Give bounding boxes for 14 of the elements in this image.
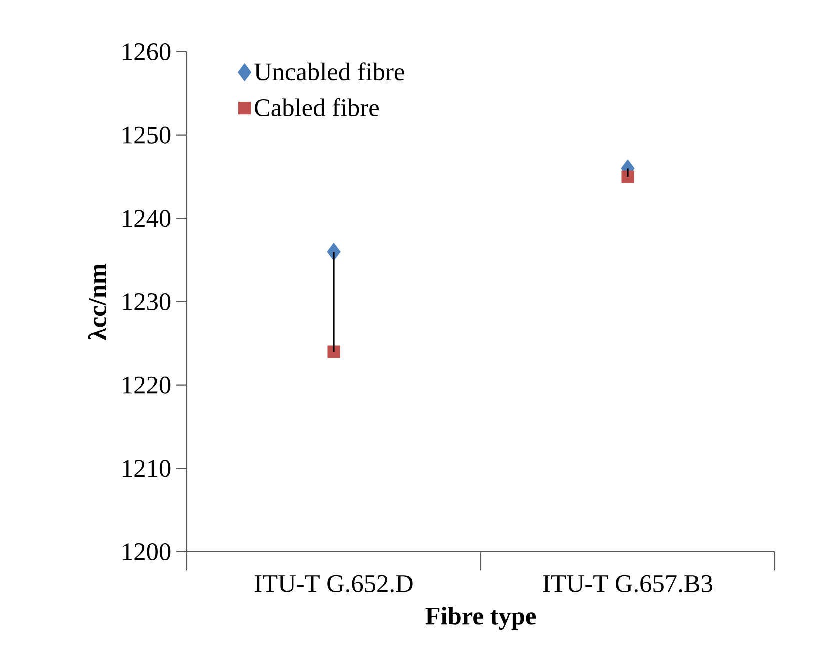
x-axis-title: Fibre type bbox=[426, 607, 536, 630]
y-axis-title: λcc/nm bbox=[88, 264, 106, 340]
y-tick-label: 1260 bbox=[123, 43, 171, 61]
legend-label: Cabled fibre bbox=[255, 98, 380, 117]
y-tick-label: 1200 bbox=[123, 543, 171, 561]
y-tick-label: 1220 bbox=[123, 376, 171, 394]
y-tick-label: 1230 bbox=[123, 293, 171, 311]
legend-label: Uncabled fibre bbox=[254, 62, 404, 81]
y-tick-label: 1240 bbox=[123, 210, 171, 228]
y-tick-label: 1250 bbox=[123, 126, 171, 144]
x-tick-label: ITU-T G.652.D bbox=[255, 575, 413, 593]
point bbox=[622, 170, 634, 184]
x-tick-label: ITU-T G.657.B3 bbox=[543, 575, 712, 593]
y-tick-label: 1210 bbox=[123, 460, 171, 478]
